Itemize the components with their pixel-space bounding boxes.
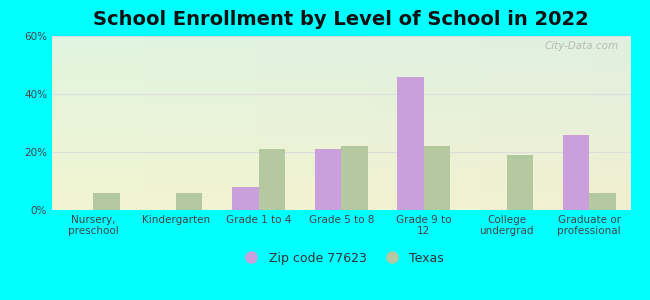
Bar xyxy=(315,149,341,210)
Bar xyxy=(94,193,120,210)
Bar xyxy=(424,146,450,210)
Bar xyxy=(506,155,533,210)
Title: School Enrollment by Level of School in 2022: School Enrollment by Level of School in … xyxy=(94,10,589,29)
Bar xyxy=(259,149,285,210)
Legend: Zip code 77623, Texas: Zip code 77623, Texas xyxy=(234,247,448,270)
Bar xyxy=(341,146,368,210)
Bar xyxy=(563,135,589,210)
Text: City-Data.com: City-Data.com xyxy=(545,41,619,51)
Bar xyxy=(232,187,259,210)
Bar xyxy=(397,76,424,210)
Bar xyxy=(589,193,616,210)
Bar xyxy=(176,193,202,210)
